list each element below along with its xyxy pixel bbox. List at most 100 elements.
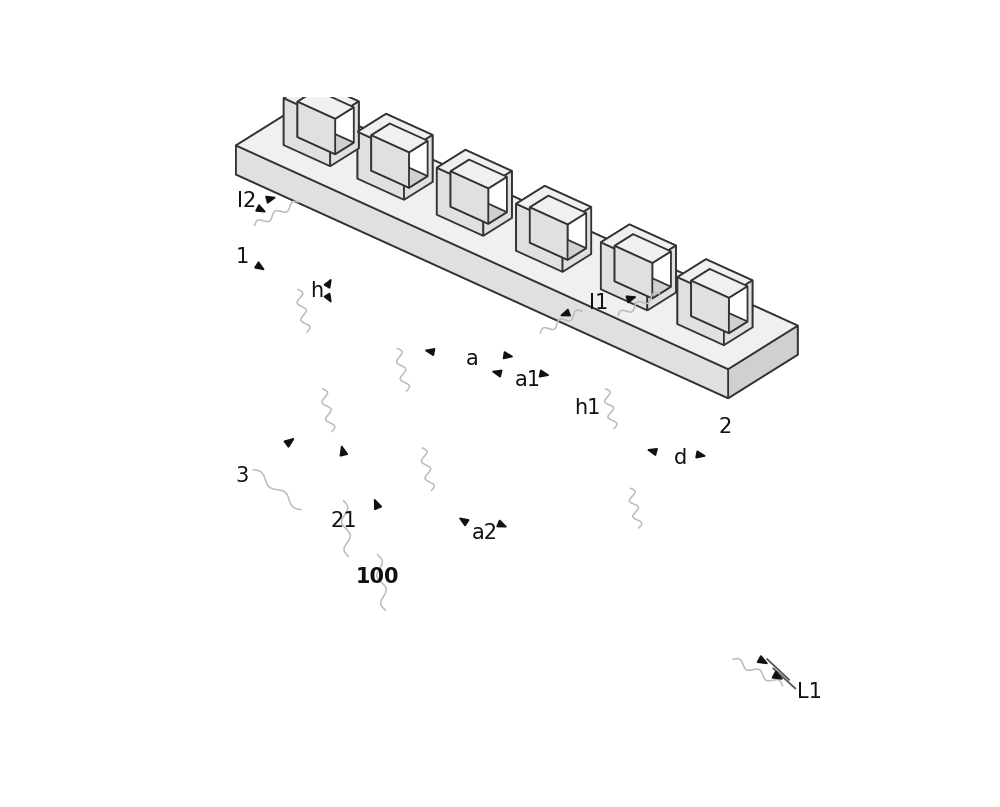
Polygon shape (236, 131, 798, 398)
Polygon shape (236, 145, 728, 398)
Polygon shape (729, 286, 748, 333)
Polygon shape (266, 196, 275, 203)
Polygon shape (256, 205, 265, 211)
Polygon shape (404, 135, 433, 200)
Polygon shape (451, 195, 507, 224)
Polygon shape (437, 150, 512, 189)
Polygon shape (297, 90, 354, 119)
Text: d: d (674, 449, 687, 469)
Polygon shape (451, 160, 469, 207)
Polygon shape (284, 439, 294, 447)
Polygon shape (615, 234, 671, 263)
Polygon shape (696, 451, 705, 458)
Polygon shape (371, 159, 428, 188)
Text: 21: 21 (330, 511, 357, 531)
Polygon shape (330, 102, 359, 166)
Polygon shape (335, 107, 354, 154)
Text: L1: L1 (797, 682, 822, 702)
Polygon shape (601, 224, 629, 289)
Polygon shape (539, 370, 549, 377)
Polygon shape (677, 259, 752, 299)
Polygon shape (255, 262, 264, 270)
Polygon shape (236, 102, 306, 174)
Polygon shape (358, 114, 433, 153)
Polygon shape (284, 80, 359, 119)
Polygon shape (724, 280, 752, 345)
Text: 2: 2 (718, 417, 732, 437)
Polygon shape (340, 446, 347, 456)
Polygon shape (297, 90, 316, 137)
Polygon shape (601, 242, 647, 311)
Polygon shape (691, 269, 710, 316)
Polygon shape (312, 80, 359, 148)
Polygon shape (772, 671, 782, 679)
Text: a: a (466, 349, 478, 369)
Polygon shape (545, 186, 591, 254)
Polygon shape (691, 269, 748, 298)
Polygon shape (629, 224, 676, 293)
Polygon shape (284, 98, 330, 166)
Polygon shape (530, 195, 548, 243)
Polygon shape (358, 132, 404, 200)
Polygon shape (324, 279, 331, 288)
Polygon shape (601, 224, 676, 263)
Polygon shape (677, 259, 706, 324)
Polygon shape (371, 136, 409, 188)
Polygon shape (460, 518, 469, 526)
Polygon shape (652, 251, 671, 299)
Polygon shape (409, 140, 428, 188)
Polygon shape (691, 304, 748, 333)
Polygon shape (437, 150, 465, 215)
Polygon shape (488, 177, 507, 224)
Polygon shape (297, 102, 335, 154)
Polygon shape (297, 125, 354, 154)
Polygon shape (451, 160, 507, 189)
Polygon shape (516, 204, 563, 272)
Polygon shape (483, 171, 512, 236)
Polygon shape (615, 246, 652, 299)
Polygon shape (530, 231, 586, 260)
Polygon shape (371, 123, 390, 170)
Polygon shape (497, 521, 506, 527)
Polygon shape (437, 168, 483, 236)
Polygon shape (371, 123, 428, 153)
Text: I2: I2 (237, 191, 256, 211)
Polygon shape (386, 114, 433, 182)
Text: I1: I1 (589, 293, 608, 313)
Polygon shape (516, 186, 545, 251)
Polygon shape (757, 656, 767, 663)
Polygon shape (706, 259, 752, 328)
Polygon shape (465, 150, 512, 218)
Polygon shape (306, 102, 798, 355)
Polygon shape (626, 296, 636, 303)
Text: a2: a2 (472, 523, 498, 543)
Polygon shape (324, 293, 331, 302)
Polygon shape (728, 326, 798, 398)
Polygon shape (563, 207, 591, 272)
Polygon shape (530, 195, 586, 224)
Polygon shape (236, 102, 798, 369)
Text: h: h (310, 281, 323, 301)
Polygon shape (615, 270, 671, 299)
Polygon shape (568, 213, 586, 260)
Text: 3: 3 (236, 466, 249, 486)
Text: 1: 1 (236, 247, 249, 267)
Polygon shape (375, 500, 382, 509)
Polygon shape (358, 114, 386, 178)
Text: 100: 100 (356, 567, 399, 587)
Polygon shape (677, 277, 724, 345)
Polygon shape (516, 186, 591, 225)
Polygon shape (284, 80, 312, 145)
Polygon shape (493, 370, 502, 377)
Text: a1: a1 (515, 370, 541, 390)
Polygon shape (503, 352, 512, 358)
Polygon shape (691, 281, 729, 333)
Polygon shape (426, 349, 435, 356)
Polygon shape (647, 245, 676, 311)
Polygon shape (530, 207, 568, 260)
Polygon shape (648, 449, 657, 455)
Polygon shape (561, 309, 570, 316)
Polygon shape (615, 234, 633, 281)
Polygon shape (451, 171, 488, 224)
Text: h1: h1 (574, 398, 600, 417)
